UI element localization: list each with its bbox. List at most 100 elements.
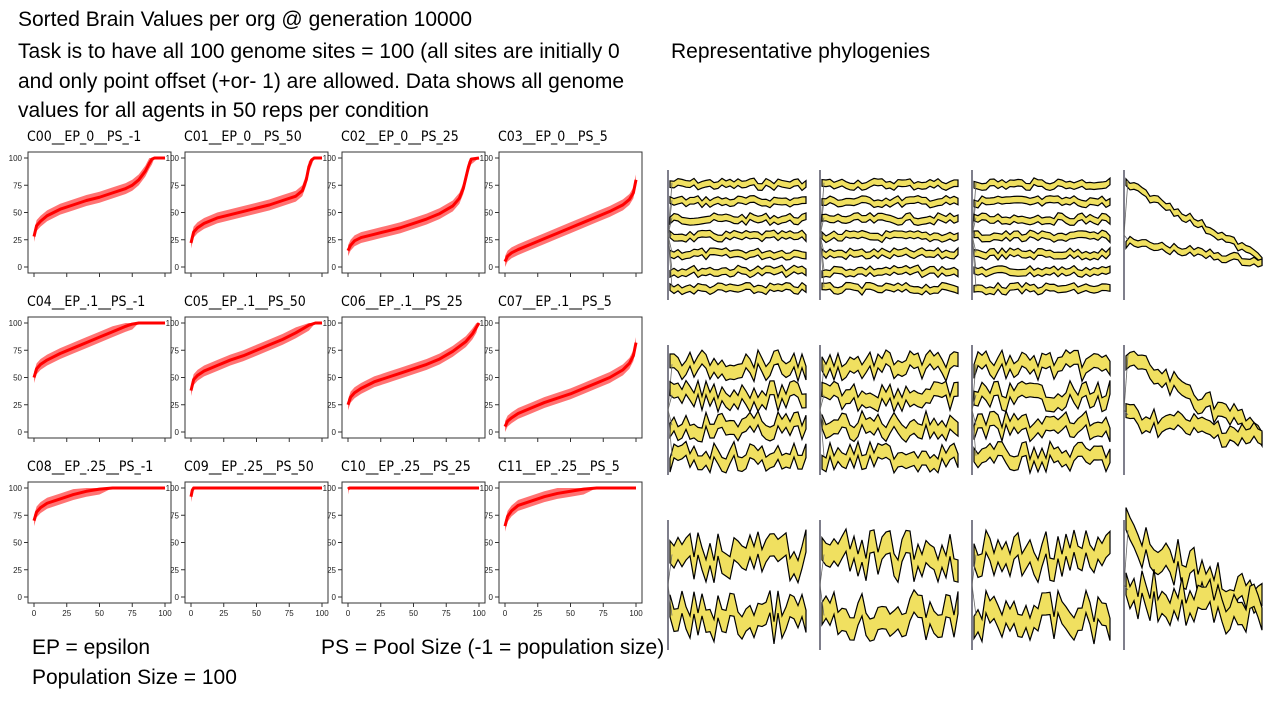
series-line	[346, 156, 480, 252]
x-tick-label: 100	[158, 609, 172, 618]
y-tick-label: 0	[18, 263, 23, 272]
series-band	[505, 488, 636, 532]
y-tick-label: 25	[170, 401, 179, 410]
y-tick-label: 50	[327, 539, 336, 548]
y-tick-label: 100	[323, 484, 337, 493]
y-tick-label: 75	[13, 346, 22, 355]
y-tick-label: 50	[13, 374, 22, 383]
x-tick-label: 50	[252, 609, 261, 618]
series-band	[191, 488, 322, 503]
y-tick-label: 100	[323, 154, 337, 163]
phylogeny-tree-r2-c1	[667, 345, 807, 475]
y-tick-label: 100	[480, 319, 494, 328]
chart-panel-C09__EP_.25__PS_50: C09__EP_.25__PS_50 0 25 50 75 100 0 25 50 75 100	[166, 459, 330, 618]
series-band	[348, 323, 479, 411]
phylogeny-tree-r3-c1	[667, 520, 807, 650]
series-line	[32, 321, 165, 378]
x-tick-label: 0	[32, 609, 37, 618]
chart-panel-C06__EP_.1__PS_25: C06__EP_.1__PS_25 0 25 50 75 100	[323, 294, 486, 442]
chart-title: C08__EP_.25__PS_-1	[27, 459, 153, 475]
y-tick-label: 50	[170, 209, 179, 218]
chart-title: C11__EP_.25__PS_5	[498, 459, 620, 475]
y-tick-label: 25	[170, 566, 179, 575]
chart-panel-C00__EP_0__PS_-1: C00__EP_0__PS_-1 0 25 50 75 100	[9, 129, 172, 277]
y-tick-label: 50	[13, 539, 22, 548]
chart-title: C04__EP_.1__PS_-1	[27, 294, 145, 310]
series-band	[191, 323, 322, 397]
y-tick-label: 25	[13, 236, 22, 245]
series-band	[348, 158, 479, 257]
phylogeny-tree-r2-c3	[971, 345, 1111, 476]
x-tick-label: 50	[566, 609, 575, 618]
chart-title: C09__EP_.25__PS_50	[184, 459, 314, 475]
series-line	[346, 322, 481, 406]
y-tick-label: 75	[13, 181, 22, 190]
plot-frame	[341, 151, 486, 274]
x-tick-label: 50	[409, 609, 418, 618]
y-tick-label: 50	[327, 374, 336, 383]
x-tick-label: 75	[128, 609, 137, 618]
series-line	[189, 156, 322, 244]
x-tick-label: 25	[533, 609, 542, 618]
phylogeny-heading: Representative phylogenies	[671, 40, 931, 63]
y-tick-label: 25	[327, 566, 336, 575]
series-band	[34, 488, 165, 527]
plot-frame	[341, 481, 486, 604]
y-tick-label: 25	[327, 236, 336, 245]
series-line	[503, 179, 638, 263]
plot-frame	[184, 316, 329, 439]
x-tick-label: 25	[376, 609, 385, 618]
y-tick-label: 100	[323, 319, 337, 328]
y-tick-label: 75	[484, 511, 493, 520]
y-tick-label: 100	[480, 154, 494, 163]
y-tick-label: 0	[175, 428, 180, 437]
x-tick-label: 0	[346, 609, 351, 618]
x-tick-label: 0	[503, 609, 508, 618]
chart-panel-C07__EP_.1__PS_5: C07__EP_.1__PS_5 0 25 50 75 100	[480, 294, 643, 442]
chart-panel-C10__EP_.25__PS_25: C10__EP_.25__PS_25 0 25 50 75 100 0 25 50 75 100	[323, 459, 487, 618]
series-line	[189, 321, 322, 391]
series-line	[32, 486, 165, 522]
x-tick-label: 25	[219, 609, 228, 618]
series-band	[34, 323, 165, 383]
pool-size-note: PS = Pool Size (-1 = population size)	[321, 636, 665, 659]
x-tick-label: 100	[472, 609, 486, 618]
y-tick-label: 25	[170, 236, 179, 245]
y-tick-label: 25	[484, 401, 493, 410]
series-band	[191, 158, 322, 249]
x-tick-label: 75	[442, 609, 451, 618]
series-band	[34, 158, 165, 242]
x-tick-label: 75	[285, 609, 294, 618]
chart-title: C07__EP_.1__PS_5	[498, 294, 612, 310]
y-tick-label: 50	[484, 539, 493, 548]
series-band	[505, 337, 636, 432]
x-tick-label: 100	[629, 609, 643, 618]
series-line	[503, 342, 638, 428]
chart-title: C02__EP_0__PS_25	[341, 129, 459, 145]
y-tick-label: 75	[170, 346, 179, 355]
series-line	[32, 156, 165, 237]
phylogeny-tree-r3-c2	[819, 520, 959, 650]
y-tick-label: 25	[13, 566, 22, 575]
title-line-2: Task is to have all 100 genome sites = 1…	[18, 40, 620, 63]
x-tick-label: 75	[599, 609, 608, 618]
x-tick-label: 25	[62, 609, 71, 618]
series-line	[347, 486, 479, 491]
title-line-1: Sorted Brain Values per org @ generation…	[18, 8, 473, 31]
chart-title: C00__EP_0__PS_-1	[27, 129, 141, 145]
chart-title: C06__EP_.1__PS_25	[341, 294, 463, 310]
x-tick-label: 0	[189, 609, 194, 618]
plot-frame	[184, 481, 329, 604]
y-tick-label: 0	[175, 263, 180, 272]
phylogeny-tree-r1-c4	[1123, 170, 1263, 300]
chart-panel-C08__EP_.25__PS_-1: C08__EP_.25__PS_-1 0 25 50 75 100 0 25 50 75 100	[9, 459, 173, 618]
phylogeny-tree-r3-c4	[1123, 507, 1263, 650]
chart-panel-C11__EP_.25__PS_5: C11__EP_.25__PS_5 0 25 50 75 100 0 25 50 75 100	[480, 459, 644, 618]
y-tick-label: 75	[327, 181, 336, 190]
chart-title: C10__EP_.25__PS_25	[341, 459, 471, 475]
title-line-4: values for all agents in 50 reps per con…	[18, 99, 429, 122]
y-tick-label: 0	[489, 428, 494, 437]
plot-frame	[498, 151, 643, 274]
y-tick-label: 100	[9, 319, 23, 328]
chart-title: C01__EP_0__PS_50	[184, 129, 302, 145]
